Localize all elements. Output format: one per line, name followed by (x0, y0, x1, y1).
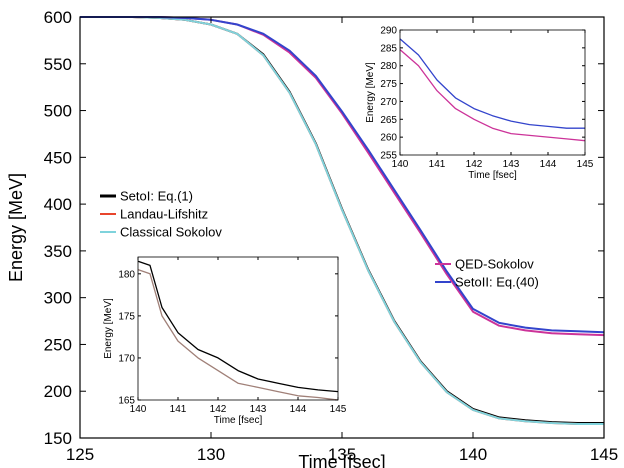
x-tick-label: 144 (290, 404, 307, 415)
legend-label: SetoII: Eq.(40) (455, 275, 539, 290)
legend-label: Classical Sokolov (120, 225, 222, 240)
plot-frame (137, 256, 339, 401)
x-tick-label: 140 (392, 159, 409, 170)
x-axis-label: Time [fsec] (214, 415, 263, 426)
y-tick-label: 180 (118, 269, 135, 280)
x-tick-label: 143 (503, 159, 520, 170)
x-tick-label: 130 (197, 445, 225, 464)
y-tick-label: 150 (44, 429, 72, 448)
x-tick-label: 135 (328, 445, 356, 464)
inset-bottom-left: 140 141 142 143 144 145 165 170 175 180 Time [fsec… (103, 256, 347, 426)
legend-group-1: QED-Sokolov SetoII: Eq.(40) (435, 257, 539, 290)
y-tick-label: 250 (44, 335, 72, 354)
legend-label: Landau-Lifshitz (120, 207, 208, 222)
y-axis-label: Energy [MeV] (103, 298, 114, 359)
y-tick-label: 500 (44, 102, 72, 121)
x-tick-label: 125 (66, 445, 94, 464)
x-axis-label: Time [fsec] (298, 452, 385, 468)
x-tick-label: 144 (540, 159, 557, 170)
x-tick-label: 143 (250, 404, 267, 415)
y-tick-label: 255 (380, 151, 397, 162)
series-line-1 (137, 268, 339, 401)
x-tick-label: 141 (429, 159, 446, 170)
x-tick-label: 145 (577, 159, 594, 170)
series-line-2 (80, 16, 604, 425)
x-tick-label: 142 (466, 159, 483, 170)
x-tick-label: 145 (330, 404, 347, 415)
y-tick-label: 290 (380, 26, 397, 37)
y-tick-label: 165 (118, 396, 135, 407)
x-tick-label: 145 (590, 445, 618, 464)
y-tick-label: 175 (118, 311, 135, 322)
y-tick-label: 400 (44, 195, 72, 214)
y-tick-label: 285 (380, 43, 397, 54)
y-tick-label: 265 (380, 115, 397, 126)
plot-area (138, 257, 338, 400)
inset-top-right: 140 141 142 143 144 145 255 260 265 270 275 280 285 2… (365, 26, 594, 182)
y-tick-label: 270 (380, 97, 397, 108)
y-tick-label: 200 (44, 382, 72, 401)
y-tick-label: 600 (44, 8, 72, 27)
x-axis-label: Time [fsec] (468, 170, 517, 181)
series-line-0 (137, 260, 339, 393)
series-line-1 (399, 38, 585, 129)
y-axis-label: Energy [MeV] (6, 173, 26, 282)
y-tick-label: 280 (380, 61, 397, 72)
legend-label: QED-Sokolov (455, 257, 534, 272)
y-axis-label: Energy [MeV] (365, 62, 376, 123)
y-tick-label: 450 (44, 148, 72, 167)
series-line-0 (399, 49, 586, 142)
y-tick-label: 260 (380, 133, 397, 144)
x-tick-label: 140 (130, 404, 147, 415)
legend-group-0: SetoI: Eq.(1) Landau-Lifshitz Classical So… (100, 189, 222, 240)
y-tick-label: 275 (380, 79, 397, 90)
y-tick-label: 300 (44, 289, 72, 308)
x-tick-label: 142 (210, 404, 227, 415)
x-tick-label: 140 (459, 445, 487, 464)
y-tick-label: 350 (44, 242, 72, 261)
x-tick-label: 141 (170, 404, 187, 415)
y-tick-label: 170 (118, 353, 135, 364)
plot-frame (399, 29, 586, 156)
plot-area (400, 30, 585, 155)
legend-label: SetoI: Eq.(1) (120, 189, 193, 204)
y-tick-label: 550 (44, 55, 72, 74)
